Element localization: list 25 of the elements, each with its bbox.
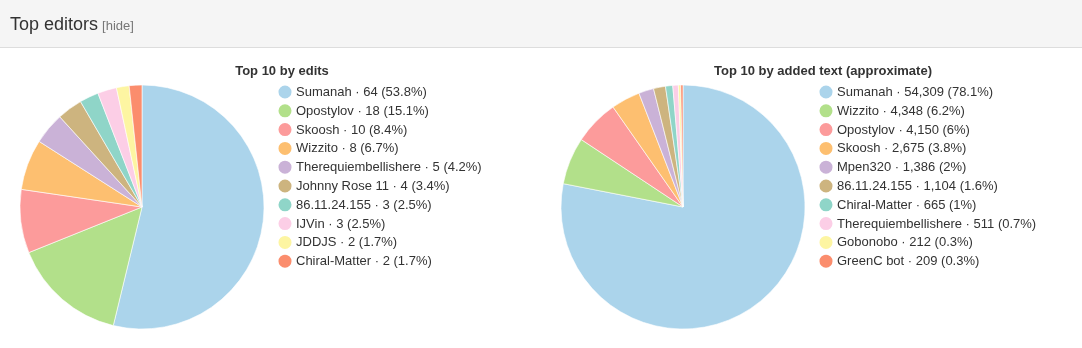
legend-label: Therequiembellishere · 511 (0.7%) [837,215,1037,231]
legend-label: Skoosh · 10 (8.4%) [296,121,408,137]
legend-label: Skoosh · 2,675 (3.8%) [837,140,967,156]
text: Top editors [10,14,99,34]
legend-label: JDDJS · 2 (1.7%) [296,234,398,250]
chart-title: Top 10 by added text (approximate) [714,62,932,78]
legend-label: Sumanah · 54,309 (78.1%) [837,84,994,99]
chart-title: Top 10 by edits [235,62,329,78]
legend-label: GreenC bot · 209 (0.3%) [837,253,980,269]
pie-slice [560,84,806,330]
text: [hide] [102,18,134,33]
legend-label: Sumanah · 64 (53.8%) [296,84,427,99]
legend-label: Wizzito · 4,348 (6.2%) [837,102,965,118]
legend-label: Wizzito · 8 (6.7%) [296,140,399,156]
legend-label: Therequiembellishere · 5 (4.2%) [296,159,482,175]
legend-label: Opostylov · 18 (15.1%) [296,102,429,118]
legend-label: Mpen320 · 1,386 (2%) [837,159,967,175]
legend-label: Johnny Rose 11 · 4 (3.4%) [296,178,450,193]
legend-label: 86.11.24.155 · 3 (2.5%) [296,196,432,212]
legend-label: Chiral-Matter · 2 (1.7%) [296,253,432,269]
legend-label: Opostylov · 4,150 (6%) [837,121,970,137]
legend-label: 86.11.24.155 · 1,104 (1.6%) [837,178,998,193]
legend-label: Gobonobo · 212 (0.3%) [837,234,973,250]
legend-label: IJVin · 3 (2.5%) [296,215,386,231]
legend-label: Chiral-Matter · 665 (1%) [837,196,977,212]
